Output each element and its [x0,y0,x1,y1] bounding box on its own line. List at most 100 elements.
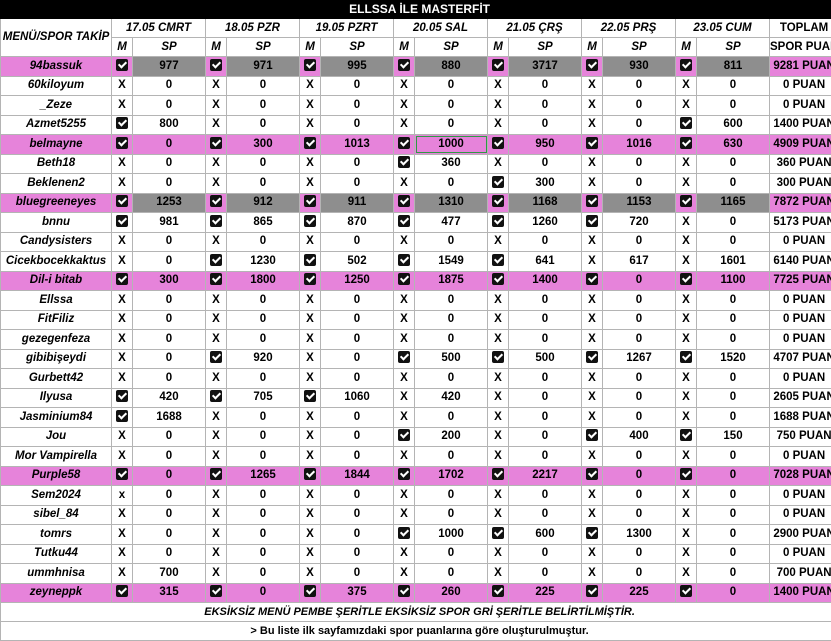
checkbox-checked-icon [398,137,410,149]
menu-cell: X [488,96,509,116]
sport-points-cell: 700 [133,564,206,584]
menu-cell [582,349,603,369]
x-mark: X [212,545,220,562]
sport-points-cell: 0 [321,408,394,428]
menu-cell [300,135,321,155]
sport-subheader: SP [321,38,394,57]
checkbox-checked-icon [398,195,410,207]
sport-points-cell: 1800 [227,271,300,291]
legend-note: EKSİKSİZ MENÜ PEMBE ŞERİTLE EKSİKSİZ SPO… [1,603,831,622]
sport-points-cell: 0 [603,271,676,291]
sport-points-cell: 0 [697,174,770,194]
x-mark: X [118,97,126,114]
x-mark: X [212,331,220,348]
participant-name: Sem2024 [1,486,112,506]
sport-points-cell: 0 [321,330,394,350]
checkbox-checked-icon [492,273,504,285]
sport-points-cell: 0 [133,369,206,389]
x-mark: X [588,448,596,465]
checkbox-checked-icon [210,390,222,402]
total-points: 0 PUAN [770,544,831,564]
menu-cell: X [582,369,603,389]
total-value: 4909 [773,138,799,150]
x-mark: X [118,175,126,192]
menu-cell: X [394,447,415,467]
x-mark: X [212,487,220,504]
checkbox-checked-icon [492,585,504,597]
sport-points-cell: 0 [697,486,770,506]
sport-points-cell: 0 [227,330,300,350]
menu-cell [394,193,415,213]
checkbox-checked-icon [492,137,504,149]
sport-points-cell: 150 [697,427,770,447]
menu-cell: X [676,408,697,428]
x-mark: X [400,77,408,94]
x-mark: X [682,506,690,523]
menu-cell [394,154,415,174]
sport-points-cell: 0 [509,115,582,135]
x-mark: X [494,487,502,504]
points-suffix: PUAN [802,528,831,540]
x-mark: X [588,292,596,309]
sport-points-cell: 0 [697,369,770,389]
sport-points-cell: 0 [697,330,770,350]
x-mark: X [118,565,126,582]
total-value: 2900 [773,528,799,540]
menu-cell: X [676,388,697,408]
menu-cell [394,252,415,272]
menu-cell [112,193,133,213]
checkbox-checked-icon [492,59,504,71]
checkbox-checked-icon [116,117,128,129]
x-mark: X [494,97,502,114]
menu-cell: X [112,544,133,564]
x-mark: X [588,97,596,114]
participant-name: Beklenen2 [1,174,112,194]
x-mark: X [400,97,408,114]
checkbox-checked-icon [586,585,598,597]
checkbox-checked-icon [586,527,598,539]
checkbox-checked-icon [398,429,410,441]
participant-name: Beth18 [1,154,112,174]
sport-points-cell: 1250 [321,271,394,291]
points-suffix: PUAN [793,450,826,462]
sport-points-cell: 971 [227,57,300,77]
x-mark: X [494,448,502,465]
x-mark: X [118,233,126,250]
sport-points-cell: 500 [415,349,488,369]
sport-points-cell: 0 [603,174,676,194]
menu-cell: X [488,115,509,135]
sport-points-cell: 0 [509,544,582,564]
sport-points-cell: 0 [321,174,394,194]
participant-name: 94bassuk [1,57,112,77]
sport-points-cell: 0 [509,388,582,408]
sport-points-cell: 0 [321,505,394,525]
menu-cell: X [206,369,227,389]
checkbox-checked-icon [304,195,316,207]
menu-cell [300,388,321,408]
sport-points-cell: 3717 [509,57,582,77]
total-value: 0 [783,450,789,462]
x-mark: X [212,506,220,523]
menu-cell: X [300,427,321,447]
sport-points-cell: 0 [697,76,770,96]
sport-points-cell: 0 [133,349,206,369]
x-mark: X [400,116,408,133]
menu-cell: X [582,505,603,525]
x-mark: X [588,370,596,387]
sport-points-cell: 0 [509,310,582,330]
checkbox-checked-icon [116,585,128,597]
points-suffix: PUAN [802,469,831,481]
menu-cell: X [582,388,603,408]
x-mark: X [682,97,690,114]
total-value: 1400 [773,586,799,598]
x-mark: X [212,116,220,133]
checkbox-checked-icon [680,195,692,207]
x-mark: X [682,565,690,582]
x-mark: X [118,448,126,465]
participant-name: Mor Vampirella [1,447,112,467]
menu-cell: X [676,96,697,116]
